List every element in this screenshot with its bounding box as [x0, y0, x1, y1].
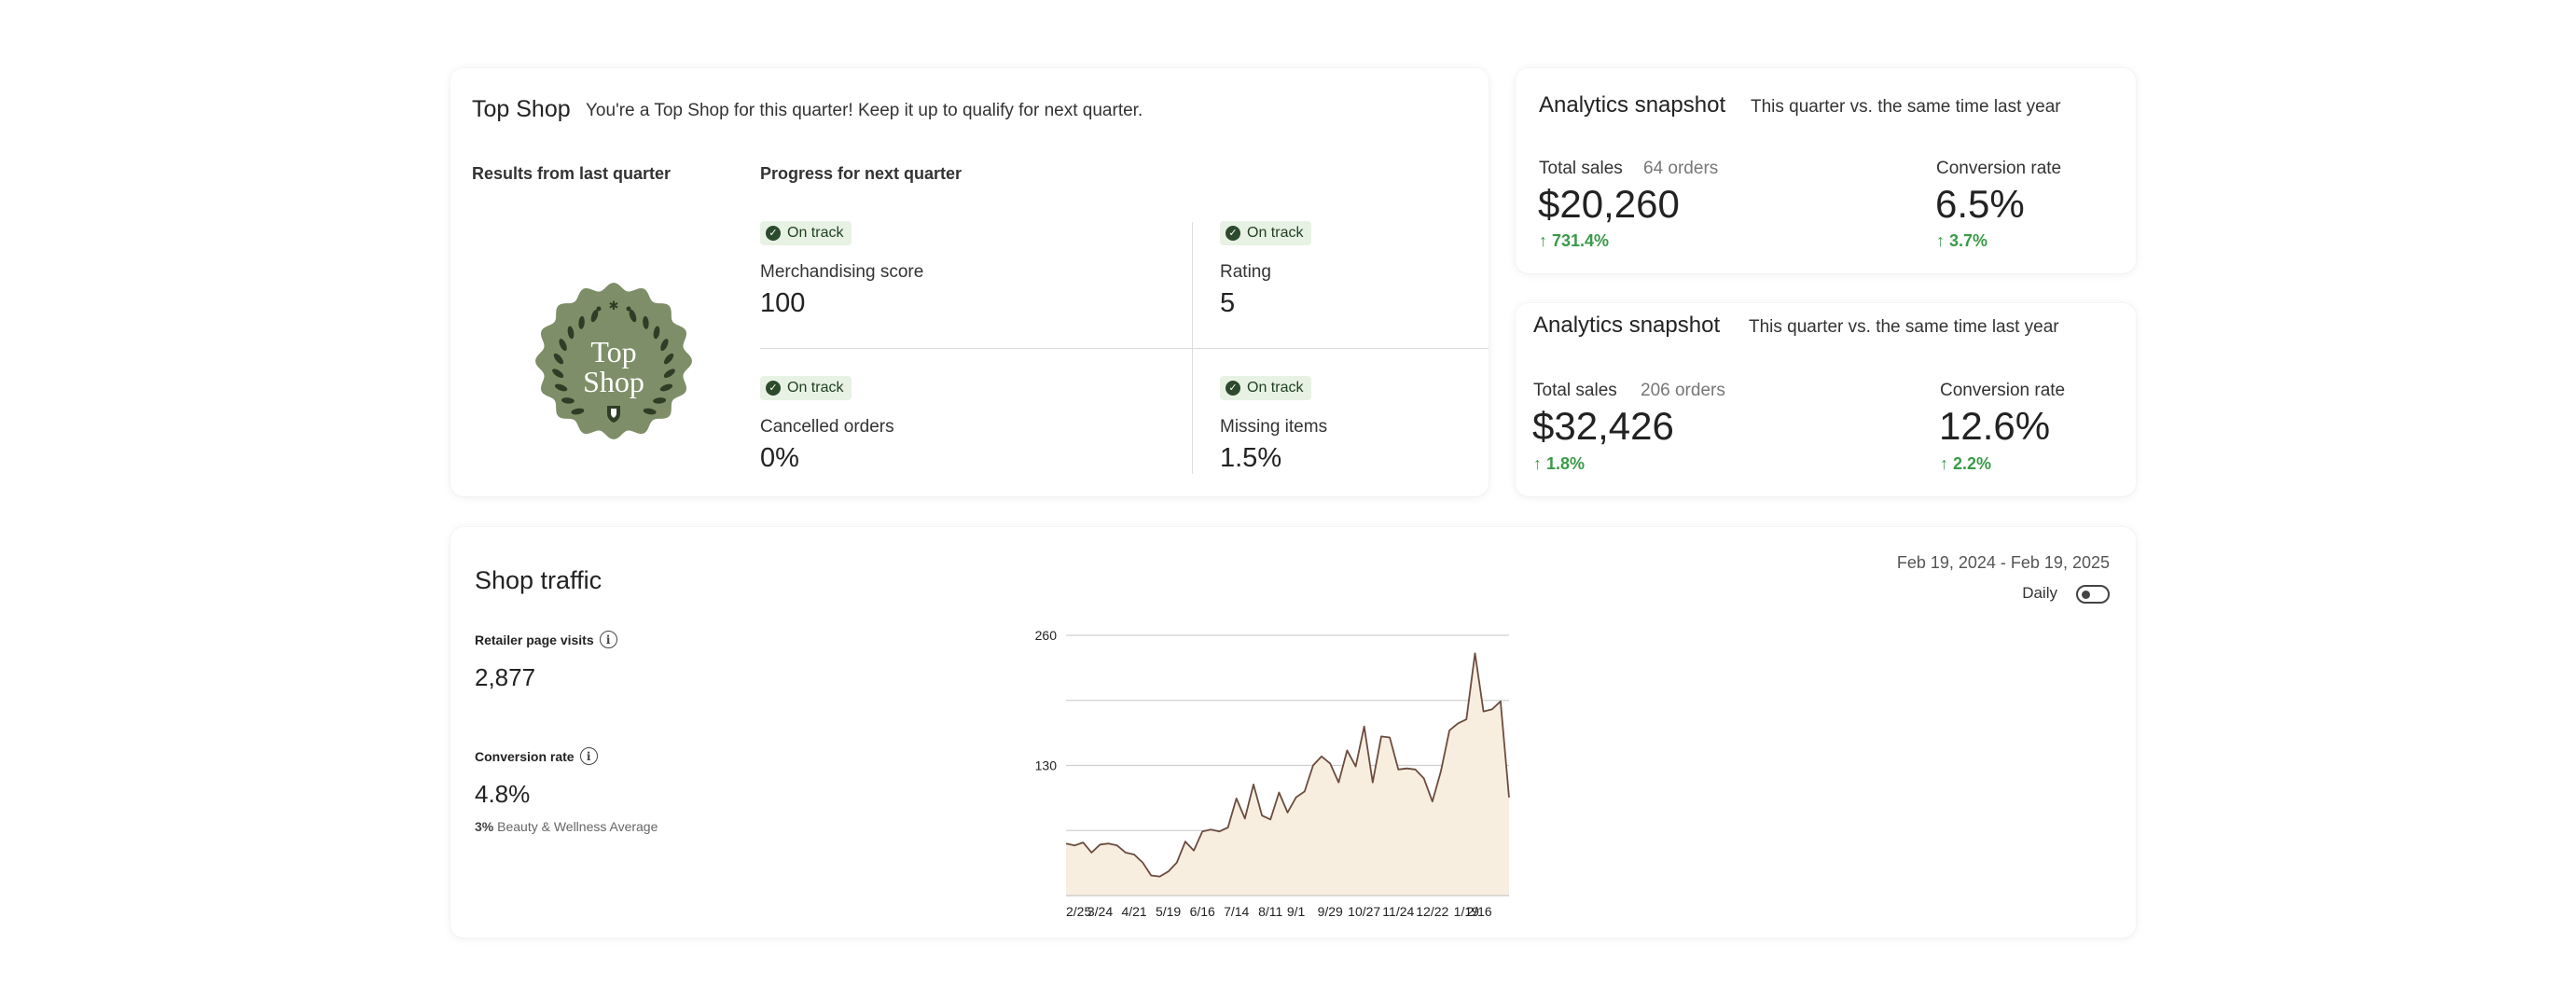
sales-change: ↑ 731.4%	[1539, 231, 1610, 250]
metric-value: 5	[1220, 288, 1236, 318]
metric-missing-items: ✓ On track Missing items 1.5%	[1220, 376, 1327, 474]
total-sales-label: Total sales	[1539, 159, 1623, 178]
metric-value: 1.5%	[1220, 443, 1282, 473]
total-sales-value: $20,260	[1538, 182, 1680, 226]
metric-cancelled-orders: ✓ On track Cancelled orders 0%	[760, 376, 894, 474]
check-icon: ✓	[766, 226, 781, 241]
metric-rating: ✓ On track Rating 5	[1220, 221, 1312, 319]
grid-divider-horizontal	[760, 348, 1489, 349]
x-tick-label: 1/19	[1454, 904, 1479, 919]
status-badge: ✓ On track	[760, 376, 852, 400]
total-sales-label: Total sales	[1533, 381, 1617, 400]
metric-label: Cancelled orders	[760, 417, 894, 437]
check-icon: ✓	[1226, 381, 1240, 396]
progress-label: Progress for next quarter	[760, 164, 963, 183]
x-tick-label: 5/19	[1156, 904, 1181, 919]
top-shop-description: You're a Top Shop for this quarter! Keep…	[586, 101, 1143, 120]
x-tick-label: 2/25	[1066, 904, 1091, 919]
top-shop-card: Top Shop You're a Top Shop for this quar…	[450, 68, 1489, 496]
shop-traffic-title: Shop traffic	[475, 566, 602, 594]
retailer-page-visits-value: 2,877	[475, 663, 536, 691]
x-tick-label: 8/11	[1258, 904, 1282, 919]
metric-label: Merchandising score	[760, 262, 924, 282]
status-badge: ✓ On track	[760, 221, 852, 245]
info-icon[interactable]: i	[579, 747, 598, 765]
conversion-rate-value: 12.6%	[1939, 404, 2051, 448]
conversion-rate-value: 4.8%	[475, 780, 531, 808]
x-tick-label: 11/24	[1382, 904, 1414, 919]
y-tick-label: 260	[1035, 628, 1058, 643]
x-tick-label: 9/1	[1287, 904, 1306, 919]
top-shop-title: Top Shop	[472, 96, 571, 122]
date-range[interactable]: Feb 19, 2024 - Feb 19, 2025	[1896, 553, 2110, 572]
x-tick-label: 9/29	[1318, 904, 1343, 919]
check-icon: ✓	[1226, 226, 1240, 241]
status-badge: ✓ On track	[1220, 221, 1312, 245]
orders-count: 64 orders	[1643, 159, 1719, 178]
x-tick-label: 12/22	[1416, 904, 1448, 919]
retailer-page-visits-label: Retailer page visits i	[475, 631, 617, 648]
orders-count: 206 orders	[1641, 381, 1725, 400]
analytics-title: Analytics snapshot	[1533, 313, 1721, 338]
conversion-rate-label: Conversion rate i	[475, 747, 598, 765]
seal-text-top: Top	[590, 335, 636, 368]
sales-change: ↑ 1.8%	[1533, 454, 1586, 473]
category-benchmark: 3% Beauty & Wellness Average	[475, 819, 658, 834]
conversion-rate-label: Conversion rate	[1936, 159, 2062, 178]
x-tick-label: 4/21	[1121, 904, 1146, 919]
conversion-rate-value: 6.5%	[1935, 182, 2025, 226]
top-shop-seal-icon: Top Shop ✱	[535, 283, 692, 439]
analytics-title: Analytics snapshot	[1539, 92, 1726, 118]
x-tick-label: 7/14	[1224, 904, 1249, 919]
conversion-change: ↑ 3.7%	[1936, 231, 1988, 250]
analytics-snapshot-card: Analytics snapshot This quarter vs. the …	[1516, 303, 2136, 496]
grid-divider-vertical	[1192, 222, 1193, 474]
check-icon: ✓	[766, 381, 781, 396]
seal-text-shop: Shop	[583, 365, 644, 398]
shop-traffic-card: Shop traffic Retailer page visits i 2,877…	[450, 527, 2136, 938]
info-icon[interactable]: i	[599, 631, 617, 648]
daily-toggle[interactable]	[2076, 585, 2110, 604]
results-label: Results from last quarter	[472, 164, 672, 183]
daily-toggle-label: Daily	[2022, 584, 2057, 602]
status-badge: ✓ On track	[1220, 376, 1312, 400]
analytics-description: This quarter vs. the same time last year	[1749, 317, 2059, 337]
conversion-rate-label: Conversion rate	[1940, 381, 2066, 400]
metric-value: 0%	[760, 443, 799, 473]
x-tick-label: 10/27	[1348, 904, 1380, 919]
traffic-area	[1066, 653, 1509, 896]
metric-label: Rating	[1220, 262, 1271, 282]
traffic-area-chart: 130 260 2/253/24 4/21 5/19 6/16 7/14 8/11 9/1 9/2…	[1035, 628, 1510, 919]
analytics-snapshot-card: Analytics snapshot This quarter vs. the …	[1516, 68, 2136, 273]
conversion-change: ↑ 2.2%	[1940, 454, 1992, 473]
metric-value: 100	[760, 288, 806, 318]
toggle-knob	[2082, 591, 2090, 599]
metric-label: Missing items	[1220, 417, 1328, 437]
svg-text:✱: ✱	[609, 299, 619, 313]
x-tick-label: 2/16	[1466, 904, 1491, 919]
metric-merchandising: ✓ On track Merchandising score 100	[760, 221, 923, 319]
x-tick-label: 3/24	[1087, 904, 1113, 919]
traffic-line	[1065, 652, 1510, 878]
analytics-description: This quarter vs. the same time last year	[1751, 97, 2061, 117]
x-tick-label: 6/16	[1190, 904, 1215, 919]
total-sales-value: $32,426	[1532, 404, 1674, 448]
y-tick-label: 130	[1035, 758, 1058, 773]
